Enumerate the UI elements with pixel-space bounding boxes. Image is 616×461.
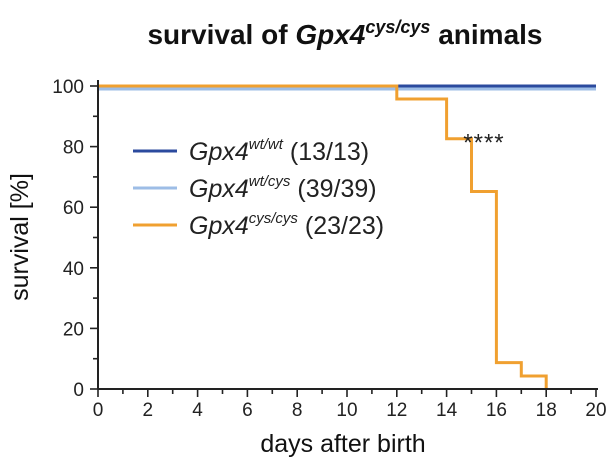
legend-gene: Gpx4 bbox=[189, 138, 249, 166]
legend-label-1: Gpx4wt/wt (13/13) bbox=[189, 136, 369, 166]
legend-gene: Gpx4 bbox=[189, 175, 249, 203]
legend-genotype: wt/cys bbox=[249, 173, 291, 190]
y-tick-label: 0 bbox=[73, 380, 84, 401]
legend-label-3: Gpx4cys/cys (23/23) bbox=[189, 210, 384, 240]
x-tick-label: 0 bbox=[93, 400, 104, 421]
legend-genotype: cys/cys bbox=[249, 210, 299, 227]
legend-genotype: wt/wt bbox=[249, 136, 284, 153]
legend-label-2: Gpx4wt/cys (39/39) bbox=[189, 173, 377, 203]
x-tick-label: 2 bbox=[143, 400, 154, 421]
legend-count: (23/23) bbox=[298, 212, 384, 240]
title-suffix: animals bbox=[430, 19, 542, 50]
chart-title: survival of Gpx4cys/cys animals bbox=[147, 17, 542, 50]
y-axis-title: survival [%] bbox=[6, 173, 34, 301]
y-tick-label: 60 bbox=[63, 198, 84, 219]
title-main: survival of bbox=[147, 19, 295, 50]
x-tick-label: 10 bbox=[336, 400, 357, 421]
legend-count: (13/13) bbox=[283, 138, 369, 166]
x-tick-label: 8 bbox=[292, 400, 303, 421]
x-tick-label: 20 bbox=[585, 400, 606, 421]
y-tick-label: 100 bbox=[52, 77, 84, 98]
y-tick-label: 20 bbox=[63, 319, 84, 340]
legend: Gpx4wt/wt (13/13)Gpx4wt/cys (39/39)Gpx4c… bbox=[133, 136, 384, 240]
y-tick-label: 80 bbox=[63, 138, 84, 159]
series-layer bbox=[98, 84, 596, 389]
title-gene: Gpx4 bbox=[295, 19, 365, 50]
x-tick-label: 12 bbox=[386, 400, 407, 421]
legend-gene: Gpx4 bbox=[189, 212, 249, 240]
title-superscript: cys/cys bbox=[365, 17, 430, 37]
legend-count: (39/39) bbox=[290, 175, 376, 203]
series-line-3 bbox=[98, 84, 548, 389]
x-tick-label: 6 bbox=[242, 400, 253, 421]
x-tick-label: 14 bbox=[436, 400, 458, 421]
x-tick-label: 4 bbox=[192, 400, 203, 421]
x-tick-label: 16 bbox=[486, 400, 507, 421]
significance-annotation: **** bbox=[463, 129, 504, 156]
x-tick-label: 18 bbox=[536, 400, 557, 421]
axes-layer: 0 2 4 6 8 10 12 14 16 18 20 0 20 40 60 80 100 **** bbox=[52, 77, 606, 421]
x-axis-title: days after birth bbox=[260, 430, 425, 458]
y-tick-label: 40 bbox=[63, 259, 84, 280]
